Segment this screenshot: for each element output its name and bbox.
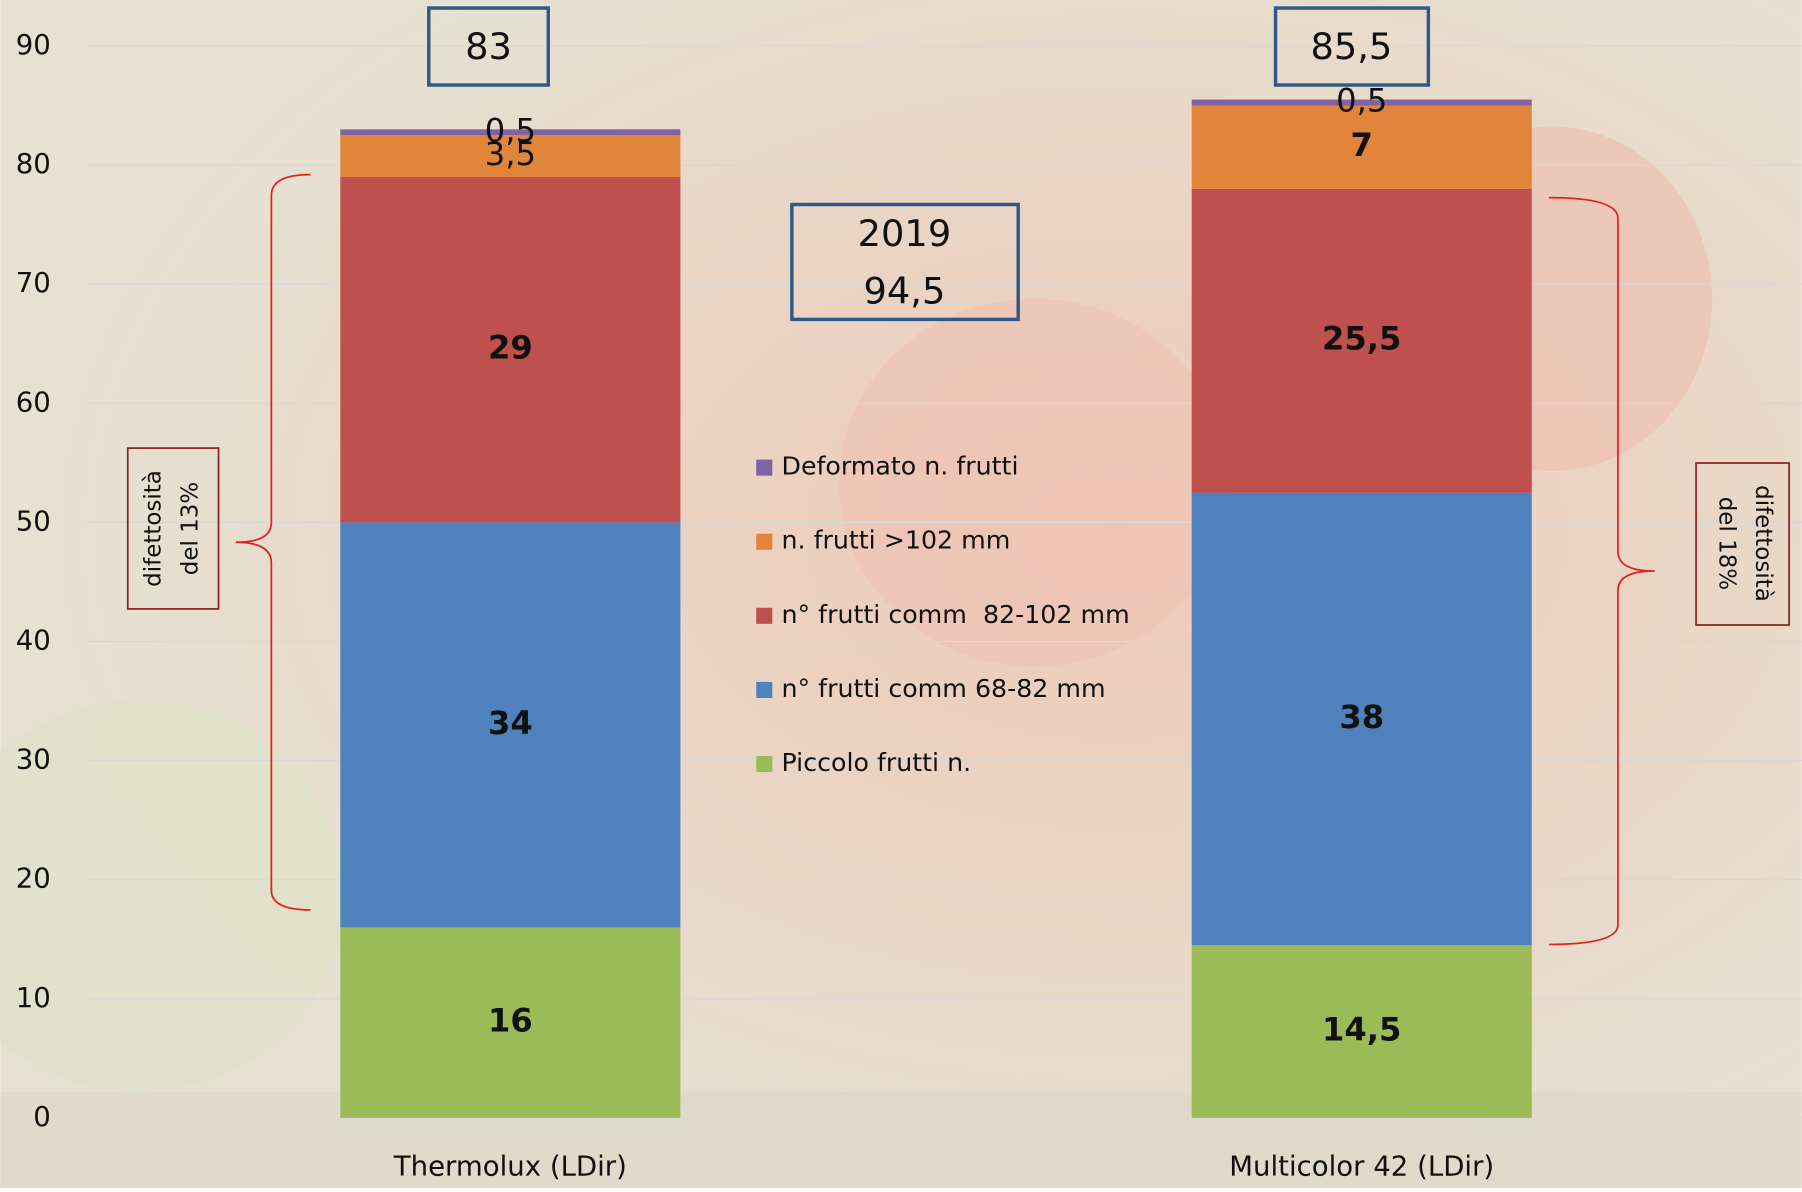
- legend-label: Piccolo frutti n.: [782, 748, 972, 777]
- total-label: 85,5: [1310, 25, 1392, 68]
- y-tick-label: 0: [33, 1100, 51, 1133]
- total-label: 83: [465, 25, 512, 68]
- legend-label: n. frutti >102 mm: [782, 526, 1011, 555]
- value-label: 34: [488, 704, 533, 742]
- y-tick-label: 70: [16, 266, 51, 299]
- value-label: 16: [488, 1002, 533, 1040]
- annotation: del 13%: [177, 482, 203, 575]
- legend-label: n° frutti comm 68-82 mm: [782, 674, 1106, 703]
- y-tick-label: 90: [16, 28, 51, 61]
- value-label: 29: [488, 329, 533, 367]
- chart: 0 10 20 30 40 50 60 70 80 90 Thermolux (LDir) 16 34…: [0, 0, 1802, 1188]
- value-label: 0,5: [485, 111, 536, 149]
- value-label: 7: [1351, 126, 1373, 164]
- x-tick-label: Thermolux (LDir): [393, 1149, 627, 1182]
- y-tick-label: 30: [16, 743, 51, 776]
- legend-label: Deformato n. frutti: [782, 452, 1019, 481]
- year-total: 94,5: [864, 269, 946, 312]
- annotation: difettosità: [1750, 485, 1776, 602]
- y-tick-label: 20: [16, 862, 51, 895]
- y-tick-label: 50: [16, 504, 51, 537]
- legend-swatch: [756, 534, 772, 550]
- x-tick-label: Multicolor 42 (LDir): [1229, 1149, 1494, 1182]
- page: 0 10 20 30 40 50 60 70 80 90 Thermolux (LDir) 16 34…: [0, 0, 1802, 1192]
- legend-swatch: [756, 608, 772, 624]
- annotation: del 18%: [1713, 497, 1739, 590]
- y-tick-label: 40: [16, 623, 51, 656]
- legend-swatch: [756, 460, 772, 476]
- legend-label: n° frutti comm 82-102 mm: [782, 600, 1130, 629]
- value-label: 14,5: [1322, 1011, 1401, 1049]
- y-tick-label: 10: [16, 981, 51, 1014]
- legend-swatch: [756, 756, 772, 772]
- value-label: 0,5: [1336, 82, 1387, 120]
- value-label: 38: [1339, 698, 1384, 736]
- value-label: 25,5: [1322, 320, 1401, 358]
- y-tick-label: 80: [16, 147, 51, 180]
- legend-swatch: [756, 682, 772, 698]
- annotation: difettosità: [141, 470, 167, 587]
- y-tick-label: 60: [16, 385, 51, 418]
- year-label: 2019: [858, 212, 952, 255]
